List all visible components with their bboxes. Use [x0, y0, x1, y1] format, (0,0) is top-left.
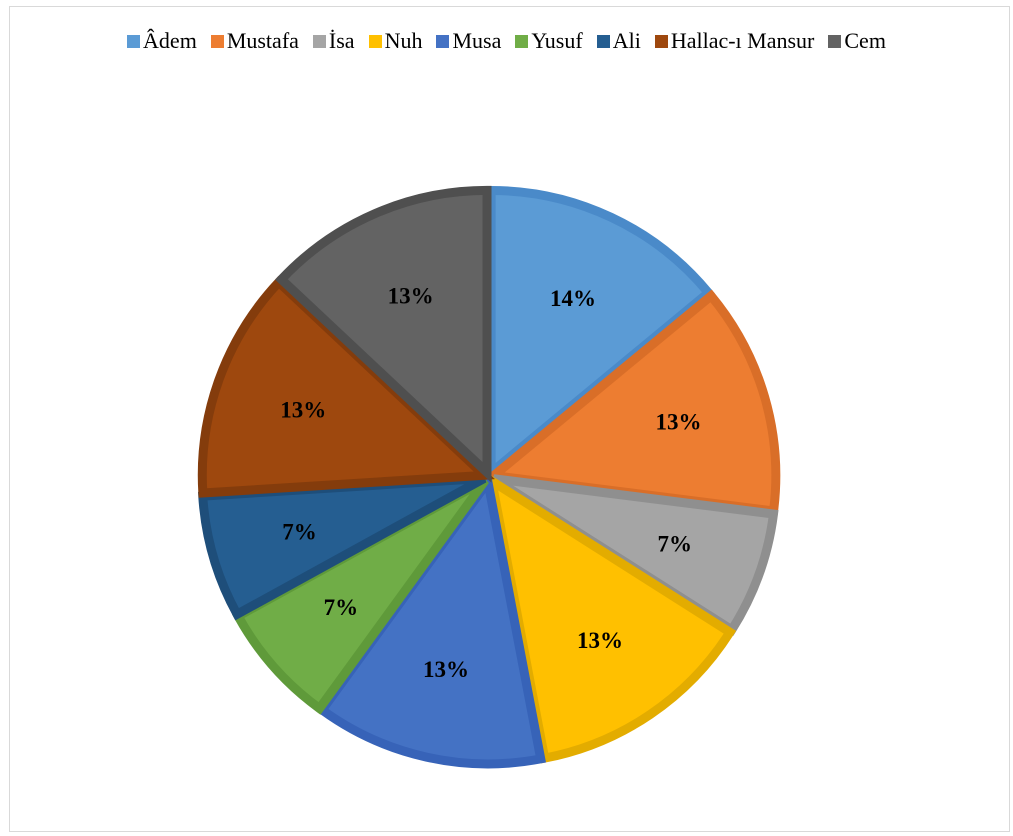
legend-swatch	[312, 34, 326, 48]
legend: Âdem Mustafa İsa Nuh Musa Yusuf Ali Hallac-ı Ma…	[0, 24, 1013, 58]
legend-swatch	[210, 34, 224, 48]
data-label: 13%	[656, 409, 702, 434]
data-label: 7%	[324, 595, 359, 620]
legend-swatch	[127, 34, 141, 48]
legend-swatch	[596, 34, 610, 48]
data-label: 14%	[550, 286, 596, 311]
pie-slice	[197, 275, 495, 498]
data-label: 13%	[423, 657, 469, 682]
pie-slice	[232, 476, 489, 715]
legend-item: Hallac-ı Mansur	[654, 28, 815, 54]
legend-label: Musa	[452, 28, 502, 53]
data-label: 13%	[280, 398, 326, 423]
pie-slice	[315, 470, 547, 769]
pie-slice	[275, 185, 492, 483]
legend-label: Ali	[612, 28, 641, 53]
legend-item: Ali	[596, 28, 641, 54]
legend-swatch	[368, 34, 382, 48]
legend-item: Âdem	[127, 28, 197, 54]
data-label: 13%	[577, 628, 623, 653]
legend-label: Cem	[844, 28, 886, 53]
legend-swatch	[828, 34, 842, 48]
legend-label: Âdem	[143, 28, 197, 53]
legend-item: Yusuf	[515, 28, 583, 54]
legend-label: Mustafa	[226, 28, 299, 53]
legend-item: Musa	[436, 28, 501, 54]
pie-slice	[485, 471, 737, 764]
legend-label: Nuh	[384, 28, 423, 53]
data-label: 7%	[282, 520, 317, 545]
legend-label: İsa	[328, 28, 355, 53]
legend-label: Yusuf	[531, 28, 583, 53]
pie-slice	[486, 185, 715, 483]
legend-label: Hallac-ı Mansur	[670, 28, 815, 53]
legend-swatch	[515, 34, 529, 48]
pie-slice	[197, 473, 487, 621]
legend-swatch	[436, 34, 450, 48]
pie-slice	[482, 289, 781, 516]
data-label: 13%	[388, 283, 434, 308]
legend-item: Nuh	[368, 28, 423, 54]
data-label: 7%	[657, 531, 692, 556]
legend-item: Cem	[828, 28, 886, 54]
pie-slice	[491, 474, 779, 637]
legend-swatch	[654, 34, 668, 48]
legend-item: Mustafa	[210, 28, 299, 54]
legend-item: İsa	[312, 28, 355, 54]
